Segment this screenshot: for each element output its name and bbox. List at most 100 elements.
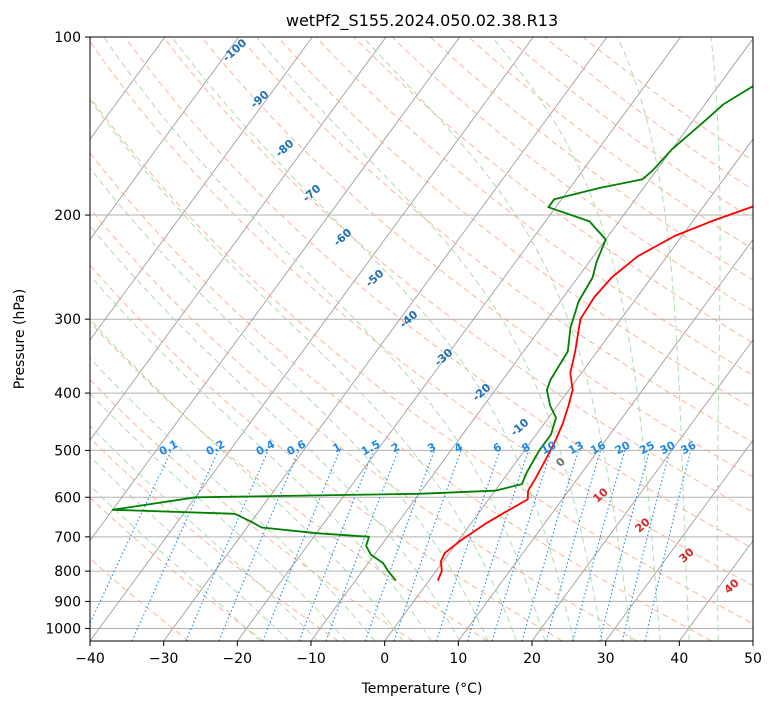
x-tick-label: 0 (380, 651, 389, 667)
y-axis-label: Pressure (hPa) (12, 289, 28, 389)
dry-adiabat (90, 437, 339, 641)
dry-adiabat (90, 378, 414, 641)
dry-adiabat-label: -60 (331, 226, 355, 249)
mixing-ratio-label: 30 (658, 438, 678, 457)
y-tick-label: 100 (54, 30, 81, 46)
x-tick-label: 30 (597, 651, 615, 667)
dry-adiabat (430, 37, 753, 281)
mixing-ratio-line (90, 450, 172, 625)
mixing-ratio-line (185, 450, 269, 641)
y-tick-label: 1000 (45, 621, 81, 637)
dry-adiabat (90, 207, 638, 641)
dry-adiabat-label: -10 (508, 416, 532, 439)
dry-adiabat (90, 496, 264, 641)
moist-adiabat-label: 10 (591, 485, 611, 505)
moist-adiabat (491, 37, 661, 641)
dry-adiabat-label: -90 (248, 88, 272, 111)
y-tick-label: 800 (54, 564, 81, 580)
dry-adiabat-label: -70 (300, 182, 324, 205)
mixing-ratio-label: 3 (425, 440, 438, 455)
isotherm (236, 37, 682, 641)
x-tick-label: −30 (149, 651, 179, 667)
dry-adiabat (90, 557, 190, 641)
isotherm (90, 37, 387, 442)
dry-adiabat (90, 321, 488, 641)
isotherm (605, 439, 753, 641)
x-tick-label: 40 (670, 651, 688, 667)
moist-adiabat (710, 37, 721, 641)
dewpoint-line (111, 85, 753, 582)
mixing-ratio-line (644, 450, 692, 641)
dry-adiabat-label: -80 (273, 137, 297, 160)
dry-adiabat-label: -100 (220, 36, 249, 64)
moist-adiabat (90, 274, 432, 641)
mixing-ratio-label: 13 (566, 439, 586, 458)
x-tick-label: 50 (744, 651, 762, 667)
mixing-ratio-line (599, 450, 651, 641)
mixing-ratio-label: 0.6 (285, 437, 309, 458)
y-tick-label: 700 (54, 530, 81, 546)
x-axis-label: Temperature (°C) (361, 681, 483, 697)
mixing-ratio-line (298, 450, 374, 641)
moist-adiabat (90, 455, 290, 641)
chart-title: wetPf2_S155.2024.050.02.38.R13 (286, 11, 558, 31)
mixing-ratio-label: 16 (588, 438, 608, 457)
x-tick-label: −20 (223, 651, 253, 667)
mixing-ratio-line (545, 450, 602, 641)
mixing-ratio-line (393, 450, 462, 641)
mixing-ratio-label: 4 (452, 440, 465, 455)
moist-adiabat (362, 37, 632, 641)
mixing-ratio-line (435, 450, 501, 641)
mixing-ratio-line (131, 450, 219, 641)
plot-frame (89, 36, 754, 642)
moist-adiabat (90, 357, 376, 641)
mixing-ratio-label: 0.2 (204, 438, 227, 459)
mixing-ratio-line (364, 450, 435, 641)
mixing-ratio-line (466, 450, 529, 641)
dry-adiabat (353, 37, 753, 344)
moist-adiabat (90, 98, 517, 641)
isotherm (90, 37, 240, 241)
moist-adiabat (90, 318, 404, 641)
dry-adiabat-label: -50 (363, 267, 387, 290)
moist-adiabat-label: 30 (677, 545, 697, 565)
mixing-ratio-label: 36 (679, 438, 699, 457)
dry-adiabat (90, 96, 753, 625)
mixing-ratio-label: 0.1 (157, 438, 180, 459)
isotherm (90, 37, 461, 542)
mixing-ratio-label: 10 (539, 438, 559, 457)
dry-adiabat-label: -20 (470, 381, 494, 404)
moist-adiabat (90, 485, 261, 641)
mixing-ratio-line (572, 450, 626, 641)
x-tick-label: 10 (449, 651, 467, 667)
mixing-ratio-label: 6 (491, 440, 504, 455)
mixing-ratio-line (218, 450, 300, 641)
mixing-ratio-label: 1.5 (359, 438, 382, 459)
isotherm (457, 238, 753, 641)
dry-adiabat (506, 37, 753, 220)
isotherm (531, 339, 753, 641)
temperature-line (436, 205, 753, 581)
y-tick-label: 500 (54, 443, 81, 459)
y-tick-label: 900 (54, 594, 81, 610)
y-tick-label: 400 (54, 386, 81, 402)
mixing-ratio-line (325, 450, 399, 641)
dry-adiabat (162, 37, 753, 513)
moist-adiabat-label: 0 (553, 455, 568, 470)
mixing-ratio-label: 2 (389, 440, 402, 455)
dry-adiabat (90, 40, 753, 587)
y-tick-label: 300 (54, 312, 81, 328)
dry-adiabat (124, 37, 753, 550)
isotherm (678, 539, 753, 641)
moist-adiabat (617, 37, 690, 641)
moist-adiabat (90, 167, 489, 641)
line-labels: 0.1 0.2 0.4 0.6 1 1.5 2 3 4 6 8 10 13 16 20 25 30 36-100-… (157, 36, 742, 596)
isotherm (90, 37, 166, 140)
y-axis: 100 200 300 400 500 600 700 800 900 1000 (45, 30, 90, 637)
dry-adiabat (277, 37, 753, 410)
y-tick-label: 600 (54, 490, 81, 506)
x-tick-label: 20 (523, 651, 541, 667)
background-lines (90, 37, 753, 641)
moist-adiabat (256, 37, 603, 641)
x-tick-label: −40 (75, 651, 105, 667)
